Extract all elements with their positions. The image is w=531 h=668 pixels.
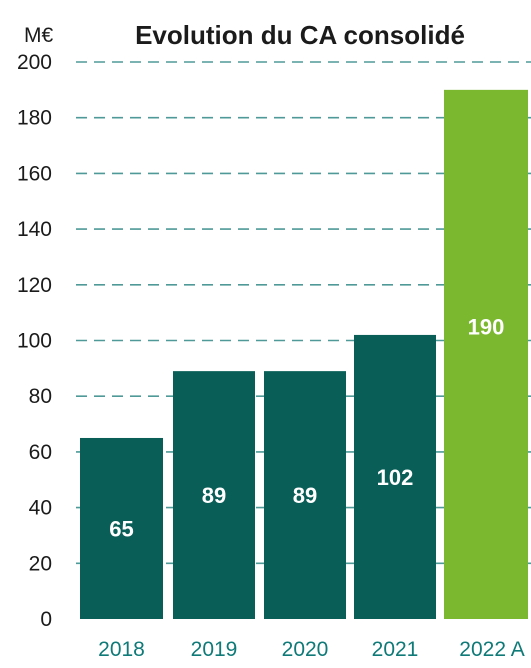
x-tick-label: 2019: [191, 638, 238, 661]
bars: [80, 89, 528, 620]
y-tick-label: 100: [17, 330, 52, 353]
bar-2021: [354, 334, 436, 619]
data-label: 89: [293, 483, 317, 508]
y-tick-label: 80: [29, 385, 52, 408]
bar-2020: [264, 371, 346, 619]
y-tick-label: 60: [29, 441, 52, 464]
x-tick-label: 2022 A: [459, 638, 524, 661]
y-tick-label: 180: [17, 107, 52, 130]
x-tick-label: 2020: [282, 638, 329, 661]
y-tick-label: 40: [29, 497, 52, 520]
y-tick-label: 160: [17, 162, 52, 185]
y-unit-label: M€: [24, 24, 53, 47]
data-labels: 65 89 89 102 190: [109, 315, 504, 542]
x-tick-label: 2021: [372, 638, 419, 661]
data-label: 65: [109, 516, 133, 541]
y-tick-label: 20: [29, 552, 52, 575]
y-tick-label: 0: [40, 608, 52, 631]
bar-2018: [80, 437, 163, 619]
x-tick-label: 2018: [98, 638, 145, 661]
y-tick-label: 200: [17, 51, 52, 74]
x-axis-ticks: 2018 2019 2020 2021 2022 A: [98, 638, 525, 661]
y-tick-label: 140: [17, 218, 52, 241]
data-label: 89: [202, 483, 226, 508]
y-tick-label: 120: [17, 274, 52, 297]
bar-2019: [173, 371, 255, 619]
data-label: 102: [377, 465, 414, 490]
chart-title: Evolution du CA consolidé: [135, 20, 465, 50]
bar-2022-a: [444, 89, 528, 620]
data-label: 190: [468, 315, 505, 340]
y-axis-ticks: 0 20 40 60 80 100 120 140 160 180 200: [17, 51, 52, 631]
